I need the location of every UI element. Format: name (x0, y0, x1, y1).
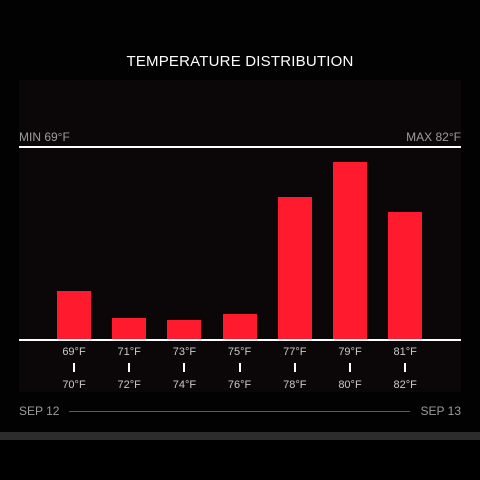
max-reference-line (19, 146, 461, 148)
bin-low-label: 79°F (338, 346, 362, 358)
bin-low-label: 71°F (117, 346, 141, 358)
bin-high-label: 76°F (227, 379, 252, 391)
footer-strip (0, 432, 480, 440)
histogram-bar (222, 314, 257, 339)
bin-tick (404, 363, 407, 372)
chart-panel: TEMPERATURE DISTRIBUTION MIN 69°F MAX 82… (19, 53, 461, 418)
min-temperature-label: MIN 69°F (19, 130, 70, 144)
end-date-label: SEP 13 (420, 404, 461, 418)
bin-low-label: 75°F (227, 346, 252, 358)
histogram-bar (277, 196, 312, 339)
bin-tick (293, 363, 296, 372)
bin-tick (183, 363, 186, 372)
chart-title: TEMPERATURE DISTRIBUTION (126, 53, 354, 70)
bin-tick (128, 363, 131, 372)
bin-low-label: 81°F (393, 346, 417, 358)
date-range-line (69, 411, 410, 412)
histogram-bar (167, 319, 202, 339)
start-date-label: SEP 12 (19, 404, 60, 418)
bin-tick (238, 363, 241, 372)
max-temperature-label: MAX 82°F (406, 130, 461, 144)
bin-tick (73, 363, 75, 372)
baseline-axis (19, 339, 461, 341)
bin-low-label: 77°F (283, 346, 307, 358)
bin-tick (349, 363, 351, 372)
bin-high-label: 70°F (62, 379, 86, 391)
bin-high-label: 80°F (338, 379, 362, 391)
histogram-bar (388, 212, 423, 339)
bin-high-label: 72°F (117, 379, 141, 391)
bin-low-label: 73°F (172, 346, 197, 358)
histogram-bar (333, 162, 367, 339)
histogram-bar (112, 317, 147, 339)
bin-high-label: 82°F (393, 379, 417, 391)
bin-high-label: 78°F (283, 379, 307, 391)
histogram-bar (57, 291, 91, 339)
bin-low-label: 69°F (62, 346, 86, 358)
bin-high-label: 74°F (172, 379, 197, 391)
